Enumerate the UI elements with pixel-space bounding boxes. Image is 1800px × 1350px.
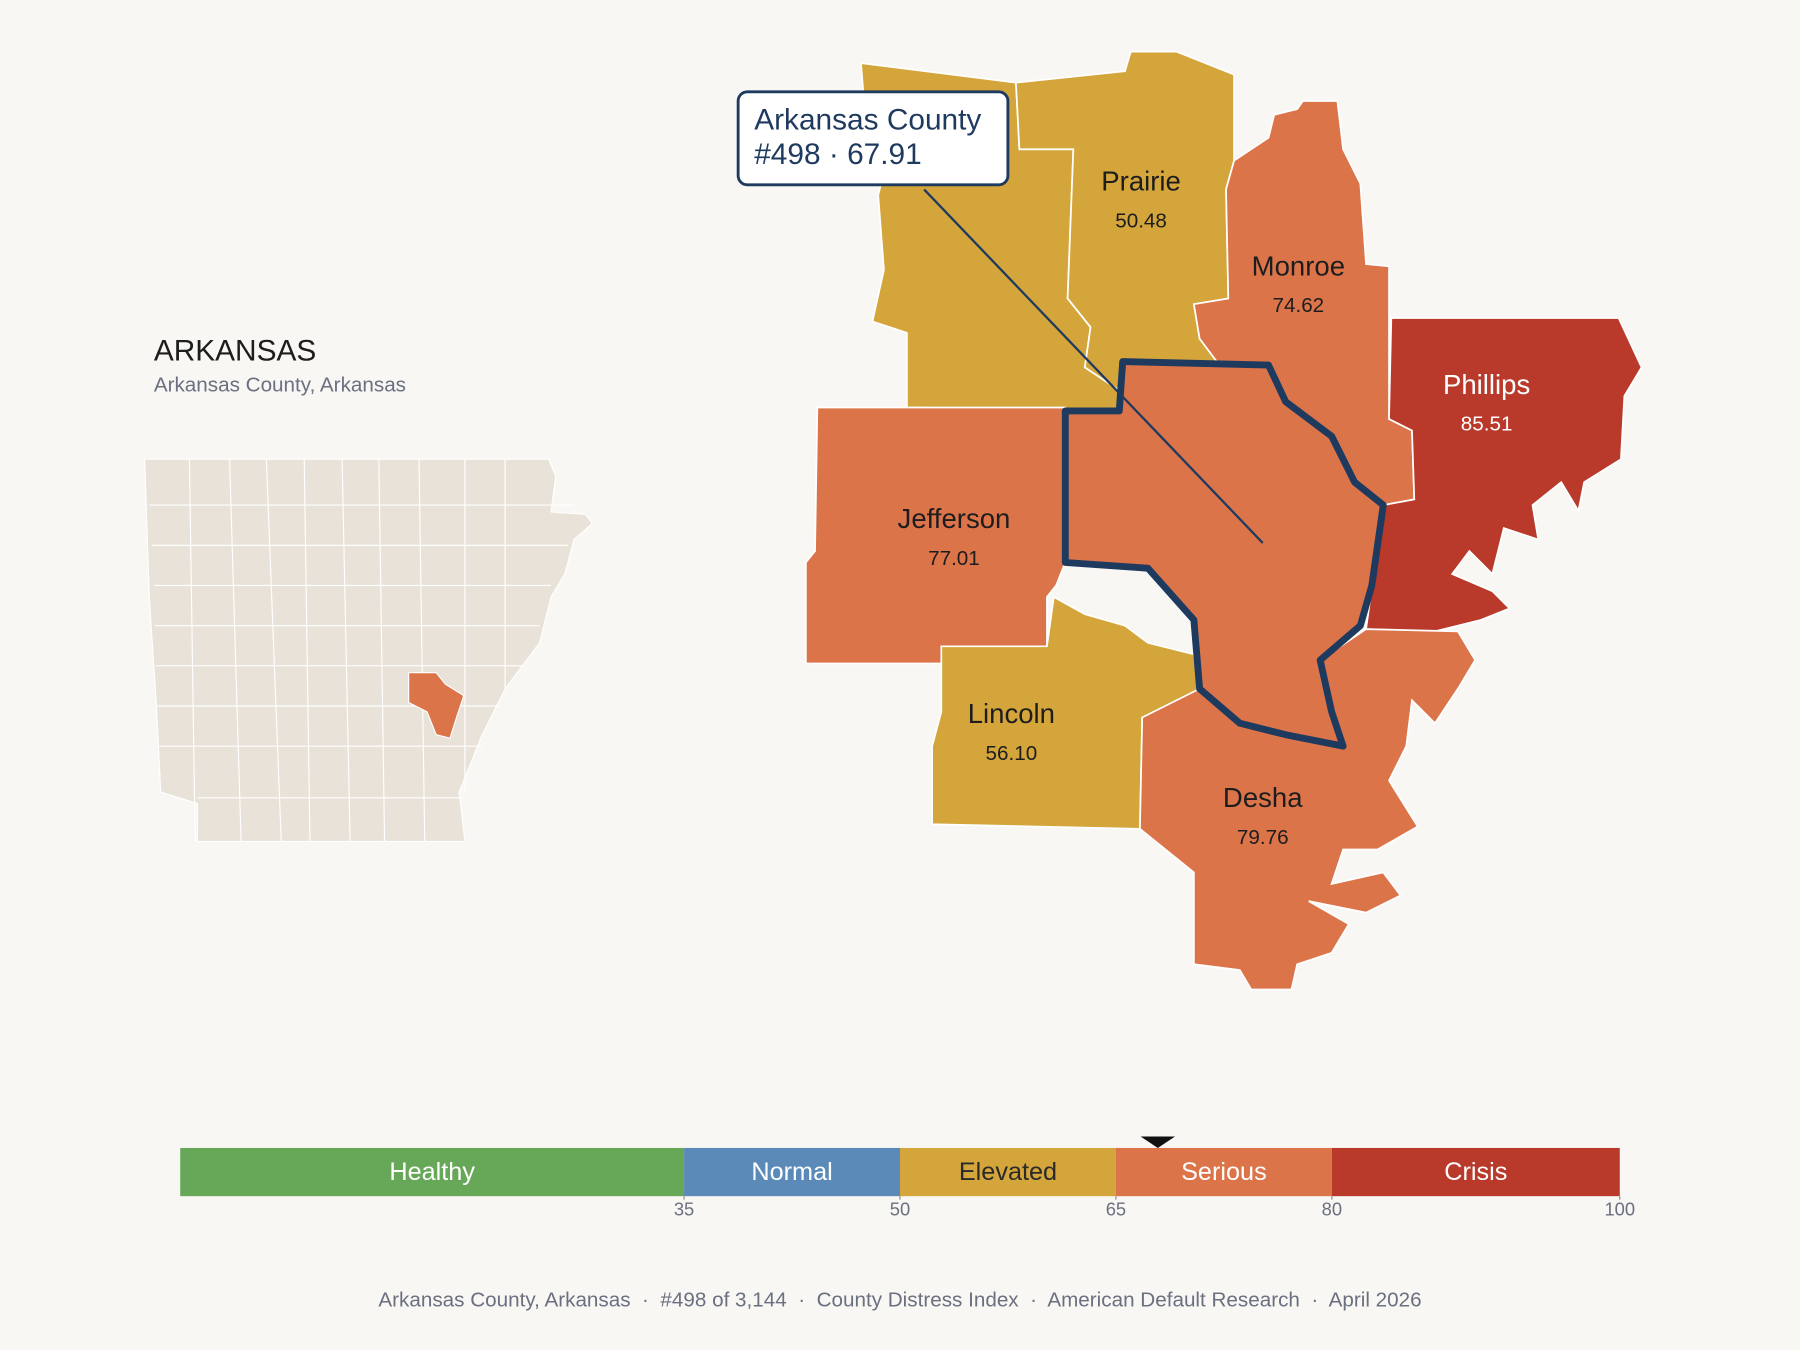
county-name: Prairie	[1101, 166, 1181, 197]
scale-band	[1115, 1147, 1332, 1197]
band-label: Crisis	[1444, 1158, 1507, 1186]
county-name: Lincoln	[968, 698, 1055, 729]
callout-name: Arkansas County	[754, 104, 981, 137]
subtitle: Arkansas County, Arkansas	[154, 373, 406, 396]
score-marker	[1140, 1136, 1176, 1148]
state-inset	[144, 458, 594, 843]
county-name: Phillips	[1443, 369, 1530, 400]
county	[805, 406, 1067, 665]
tick-label: 80	[1322, 1199, 1342, 1220]
county-name: Desha	[1223, 782, 1303, 813]
county	[1365, 317, 1643, 633]
county-value: 74.62	[1272, 294, 1324, 317]
county-name: Monroe	[1252, 251, 1345, 282]
callout-rank: #498 · 67.91	[754, 138, 922, 171]
distress-scale: Healthy Normal Elevated Serious Crisis 35 50 65…	[180, 1136, 1635, 1220]
band-label: Elevated	[959, 1158, 1057, 1186]
callout-box	[736, 90, 1010, 187]
highlighted-county	[1061, 358, 1387, 750]
tick-label: 65	[1106, 1199, 1126, 1220]
footer: Arkansas County, Arkansas · #498 of 3,14…	[378, 1288, 1421, 1311]
tick-label: 50	[890, 1199, 910, 1220]
county-map: Prairie 50.48 Monroe 74.62 Phillips 85.51 Jeff…	[736, 50, 1643, 991]
county-value: 77.01	[928, 547, 980, 570]
county-value: 85.51	[1461, 412, 1513, 435]
tick-label: 35	[674, 1199, 694, 1220]
county-name: Jefferson	[898, 503, 1011, 534]
county-value: 50.48	[1115, 209, 1167, 232]
tick-label: 100	[1604, 1199, 1635, 1220]
band-label: Serious	[1181, 1158, 1267, 1186]
state-title: ARKANSAS	[154, 334, 316, 367]
county-highlight-inset	[408, 672, 465, 739]
scale-band	[1331, 1147, 1620, 1197]
callout-leader	[923, 188, 1264, 544]
scale-band	[180, 1147, 685, 1197]
scale-band	[900, 1147, 1116, 1197]
county-value: 79.76	[1237, 826, 1289, 849]
band-label: Normal	[751, 1158, 832, 1186]
scale-band	[684, 1147, 900, 1197]
county-value: 56.10	[986, 742, 1038, 765]
band-label: Healthy	[389, 1158, 475, 1186]
